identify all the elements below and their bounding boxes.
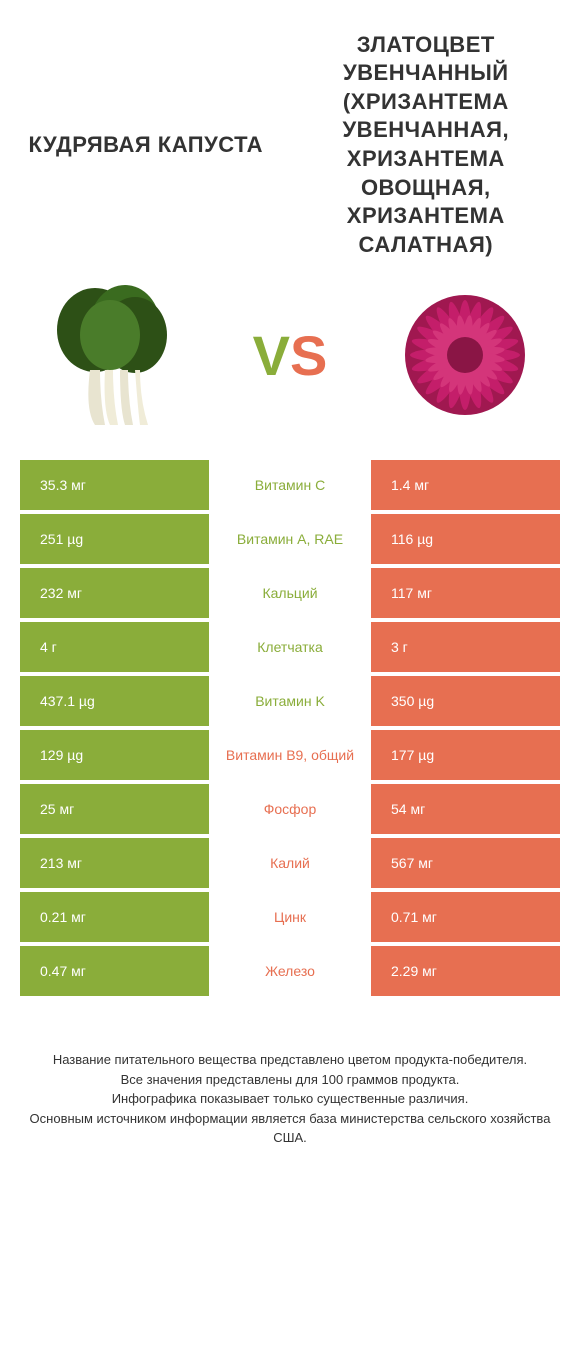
value-left: 437.1 µg: [20, 676, 209, 726]
footer-line-3: Инфографика показывает только существенн…: [20, 1089, 560, 1109]
table-row: 0.47 мгЖелезо2.29 мг: [20, 946, 560, 996]
footer-line-4: Основным источником информации является …: [20, 1109, 560, 1148]
value-left: 129 µg: [20, 730, 209, 780]
nutrient-label: Калий: [209, 838, 371, 888]
vs-label: V S: [253, 323, 328, 388]
table-row: 437.1 µgВитамин K350 µg: [20, 676, 560, 726]
value-right: 177 µg: [371, 730, 560, 780]
nutrient-label: Железо: [209, 946, 371, 996]
comparison-table: 35.3 мгВитамин C1.4 мг251 µgВитамин A, R…: [0, 460, 580, 996]
value-right: 2.29 мг: [371, 946, 560, 996]
header: КУДРЯВАЯ КАПУСТА ЗЛАТОЦВЕТ УВЕНЧАННЫЙ (Х…: [0, 0, 580, 280]
nutrient-label: Витамин A, RAE: [209, 514, 371, 564]
table-row: 213 мгКалий567 мг: [20, 838, 560, 888]
value-left: 25 мг: [20, 784, 209, 834]
vs-row: V S: [0, 280, 580, 460]
kale-icon: [40, 280, 190, 430]
value-left: 0.21 мг: [20, 892, 209, 942]
value-left: 4 г: [20, 622, 209, 672]
nutrient-label: Фосфор: [209, 784, 371, 834]
nutrient-label: Цинк: [209, 892, 371, 942]
table-row: 35.3 мгВитамин C1.4 мг: [20, 460, 560, 510]
nutrient-label: Витамин C: [209, 460, 371, 510]
value-right: 117 мг: [371, 568, 560, 618]
table-row: 232 мгКальций117 мг: [20, 568, 560, 618]
flower-image: [390, 280, 540, 430]
value-left: 232 мг: [20, 568, 209, 618]
table-row: 4 гКлетчатка3 г: [20, 622, 560, 672]
nutrient-label: Витамин B9, общий: [209, 730, 371, 780]
nutrient-label: Витамин K: [209, 676, 371, 726]
kale-image: [40, 280, 190, 430]
table-row: 25 мгФосфор54 мг: [20, 784, 560, 834]
chrysanthemum-icon: [390, 280, 540, 430]
table-row: 251 µgВитамин A, RAE116 µg: [20, 514, 560, 564]
value-right: 1.4 мг: [371, 460, 560, 510]
value-right: 116 µg: [371, 514, 560, 564]
table-row: 0.21 мгЦинк0.71 мг: [20, 892, 560, 942]
value-right: 54 мг: [371, 784, 560, 834]
value-left: 251 µg: [20, 514, 209, 564]
value-right: 3 г: [371, 622, 560, 672]
value-right: 350 µg: [371, 676, 560, 726]
footer: Название питательного вещества представл…: [0, 1000, 580, 1168]
vs-letter-v: V: [253, 323, 290, 388]
value-left: 213 мг: [20, 838, 209, 888]
value-right: 567 мг: [371, 838, 560, 888]
title-left: КУДРЯВАЯ КАПУСТА: [20, 131, 272, 160]
nutrient-label: Клетчатка: [209, 622, 371, 672]
value-left: 35.3 мг: [20, 460, 209, 510]
nutrient-label: Кальций: [209, 568, 371, 618]
value-left: 0.47 мг: [20, 946, 209, 996]
vs-letter-s: S: [290, 323, 327, 388]
footer-line-2: Все значения представлены для 100 граммо…: [20, 1070, 560, 1090]
title-right: ЗЛАТОЦВЕТ УВЕНЧАННЫЙ (ХРИЗАНТЕМА УВЕНЧАН…: [291, 31, 560, 260]
value-right: 0.71 мг: [371, 892, 560, 942]
footer-line-1: Название питательного вещества представл…: [20, 1050, 560, 1070]
table-row: 129 µgВитамин B9, общий177 µg: [20, 730, 560, 780]
